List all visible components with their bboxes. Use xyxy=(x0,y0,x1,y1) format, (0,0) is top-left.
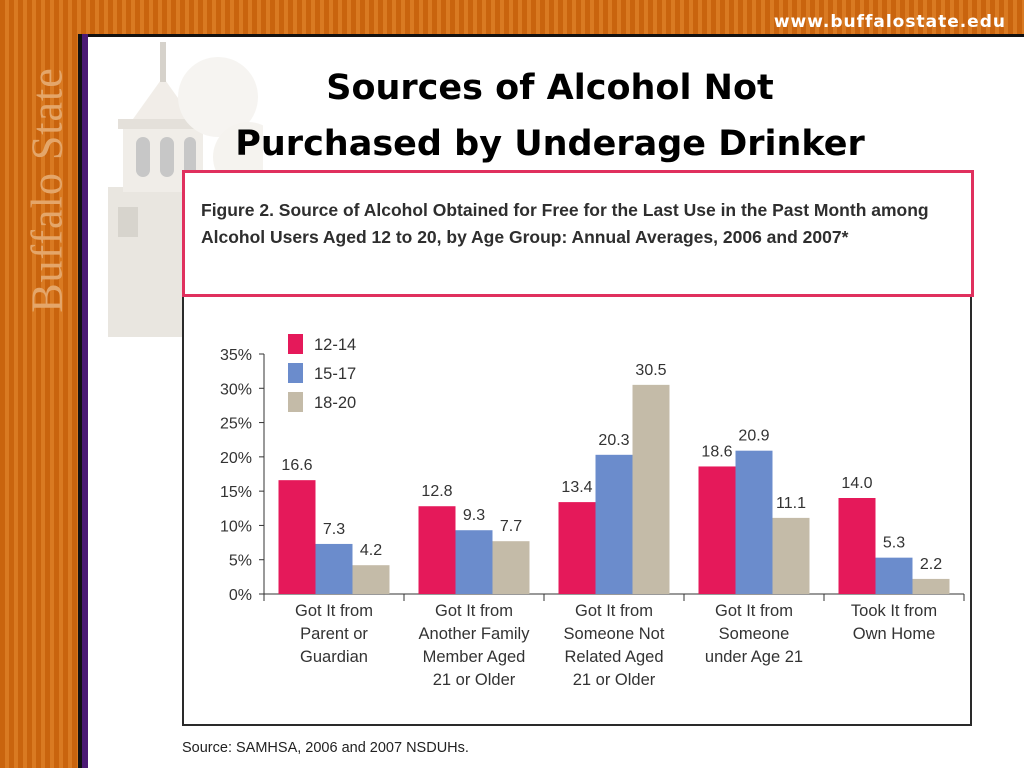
data-label: 11.1 xyxy=(776,495,806,512)
data-label: 4.2 xyxy=(360,542,382,559)
data-label: 2.2 xyxy=(920,556,942,573)
header-band xyxy=(0,0,1024,34)
bar-18-20 xyxy=(352,565,390,594)
bar-18-20 xyxy=(772,517,810,594)
category-label: Guardian xyxy=(300,648,368,666)
category-label: 21 or Older xyxy=(573,671,656,689)
bar-12-14 xyxy=(278,480,316,594)
category-label: Got It from xyxy=(295,602,373,620)
data-label: 5.3 xyxy=(883,535,905,552)
category-label: Another Family xyxy=(419,625,531,643)
legend-label: 15-17 xyxy=(314,365,356,383)
category-label: Got It from xyxy=(435,602,513,620)
data-label: 7.3 xyxy=(323,521,345,538)
category-label: 21 or Older xyxy=(433,671,516,689)
bar-15-17 xyxy=(735,450,773,594)
y-tick-label: 15% xyxy=(220,484,252,501)
data-label: 12.8 xyxy=(421,483,452,500)
bar-15-17 xyxy=(875,557,913,594)
bar-chart: 0% 5% 10% 15% 20% 25% 30% 35% 16.6 7.3 4.2 Got It f… xyxy=(220,334,965,689)
sidebar-rule-black xyxy=(78,34,82,768)
bar-15-17 xyxy=(595,454,633,594)
legend-swatch-12-14 xyxy=(288,334,303,354)
source-note: Source: SAMHSA, 2006 and 2007 NSDUHs. xyxy=(182,740,469,756)
bar-15-17 xyxy=(315,543,353,594)
category-label: under Age 21 xyxy=(705,648,803,666)
bar-12-14 xyxy=(418,506,456,594)
data-label: 13.4 xyxy=(561,479,592,496)
bar-12-14 xyxy=(698,466,736,594)
bar-12-14 xyxy=(558,502,596,594)
data-label: 30.5 xyxy=(635,362,666,379)
category-label: Someone xyxy=(719,625,790,643)
figure-caption: Figure 2. Source of Alcohol Obtained for… xyxy=(201,200,929,247)
y-tick-label: 0% xyxy=(229,587,252,604)
bar-18-20 xyxy=(912,578,950,594)
category-label: Someone Not xyxy=(564,625,665,643)
legend-swatch-15-17 xyxy=(288,363,303,383)
site-url-link[interactable]: www.buffalostate.edu xyxy=(773,12,1006,32)
legend-swatch-18-20 xyxy=(288,392,303,412)
wordmark-text: Buffalo State xyxy=(22,67,72,313)
data-label: 7.7 xyxy=(500,518,522,535)
bar-18-20 xyxy=(632,384,670,594)
category-label: Own Home xyxy=(853,625,936,643)
data-label: 20.9 xyxy=(738,428,769,445)
data-label: 14.0 xyxy=(841,475,872,492)
sidebar-rule-purple xyxy=(82,34,88,768)
legend-label: 18-20 xyxy=(314,394,356,412)
legend-label: 12-14 xyxy=(314,336,356,354)
y-tick-label: 30% xyxy=(220,381,252,398)
y-tick-label: 20% xyxy=(220,450,252,467)
bar-15-17 xyxy=(455,530,493,594)
figure-caption-box: Figure 2. Source of Alcohol Obtained for… xyxy=(182,170,974,297)
y-tick-label: 10% xyxy=(220,518,252,535)
data-label: 20.3 xyxy=(598,432,629,449)
y-tick-label: 35% xyxy=(220,347,252,364)
slide-title: Sources of Alcohol Not Purchased by Unde… xyxy=(235,68,865,164)
data-label: 9.3 xyxy=(463,507,485,524)
category-label: Got It from xyxy=(575,602,653,620)
bar-12-14 xyxy=(838,498,876,594)
data-label: 16.6 xyxy=(281,457,312,474)
header-rule xyxy=(78,34,1024,37)
y-tick-label: 25% xyxy=(220,416,252,433)
data-label: 18.6 xyxy=(701,443,732,460)
sidebar-band xyxy=(0,0,78,768)
bar-18-20 xyxy=(492,541,530,594)
category-label: Took It from xyxy=(851,602,937,620)
category-label: Parent or xyxy=(300,625,368,643)
y-tick-label: 5% xyxy=(229,553,252,570)
category-label: Got It from xyxy=(715,602,793,620)
category-label: Related Aged xyxy=(564,648,663,666)
category-label: Member Aged xyxy=(423,648,526,666)
